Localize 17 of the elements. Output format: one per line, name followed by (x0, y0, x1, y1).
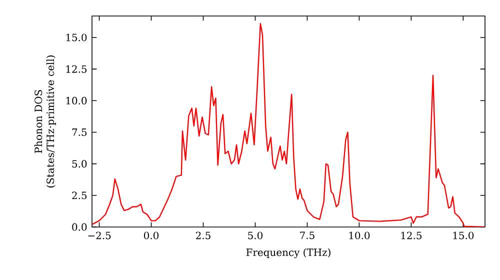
x-tick-label: 15.0 (453, 232, 474, 240)
y-tick-label: 5.0 (72, 160, 87, 168)
x-tick-label: 7.5 (300, 232, 314, 240)
y-axis-title: Phonon DOS (States/THz·primitive cell) (34, 56, 56, 188)
y-tick-label: 12.5 (66, 65, 87, 73)
x-tick-label: 0.0 (144, 232, 159, 240)
y-tick-label: 7.5 (72, 128, 87, 136)
y-tick-label: 15.0 (66, 34, 87, 42)
x-tick-label: 12.5 (401, 232, 422, 240)
y-tick-label: 10.0 (66, 96, 87, 104)
x-axis-title: Frequency (THz) (246, 248, 330, 258)
x-tick-label: 2.5 (196, 232, 210, 240)
x-tick-label: 5.0 (248, 232, 262, 240)
x-tick-label: −2.5 (88, 232, 111, 240)
x-tick-label: 10.0 (349, 232, 370, 240)
y-tick-label: 0.0 (72, 223, 87, 231)
y-tick-label: 2.5 (72, 192, 87, 200)
